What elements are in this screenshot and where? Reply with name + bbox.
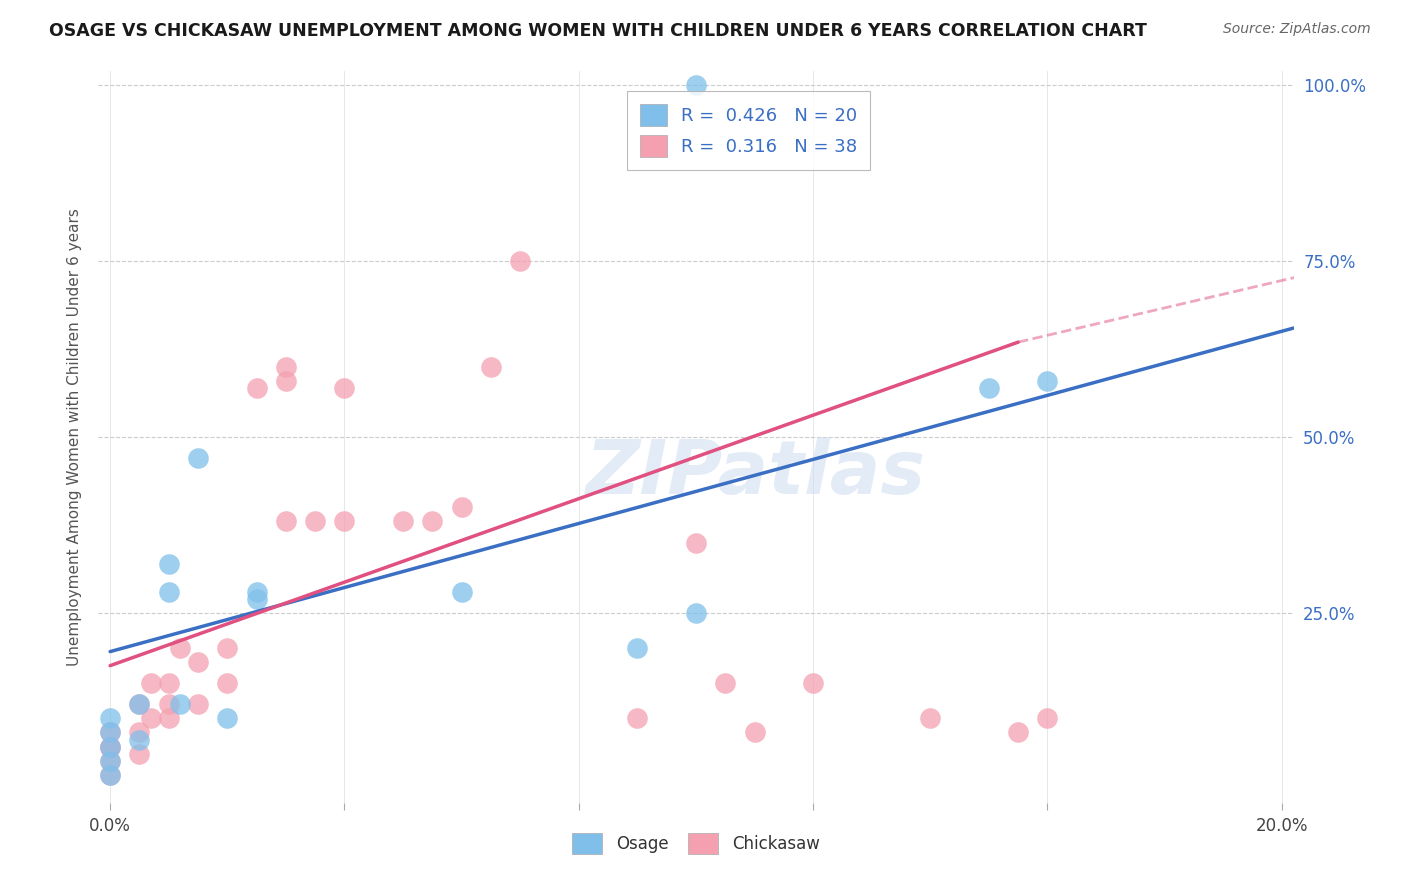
Point	[169, 641, 191, 656]
Point	[479, 359, 502, 374]
Point	[217, 676, 239, 690]
Point	[1007, 725, 1029, 739]
Point	[422, 515, 444, 529]
Point	[920, 711, 942, 725]
Point	[169, 698, 191, 712]
Point	[274, 359, 297, 374]
Point	[509, 254, 531, 268]
Point	[98, 739, 121, 754]
Point	[98, 739, 121, 754]
Point	[187, 655, 209, 669]
Point	[685, 606, 707, 620]
Point	[157, 711, 180, 725]
Point	[98, 725, 121, 739]
Point	[450, 500, 472, 515]
Point	[157, 698, 180, 712]
Legend: Osage, Chickasaw: Osage, Chickasaw	[565, 827, 827, 860]
Point	[128, 698, 150, 712]
Point	[98, 754, 121, 768]
Point	[187, 698, 209, 712]
Point	[98, 754, 121, 768]
Point	[1036, 374, 1059, 388]
Point	[98, 739, 121, 754]
Text: ZIPatlas: ZIPatlas	[586, 437, 925, 510]
Point	[685, 535, 707, 549]
Y-axis label: Unemployment Among Women with Children Under 6 years: Unemployment Among Women with Children U…	[66, 208, 82, 666]
Point	[274, 374, 297, 388]
Point	[98, 711, 121, 725]
Point	[157, 676, 180, 690]
Text: OSAGE VS CHICKASAW UNEMPLOYMENT AMONG WOMEN WITH CHILDREN UNDER 6 YEARS CORRELAT: OSAGE VS CHICKASAW UNEMPLOYMENT AMONG WO…	[49, 22, 1147, 40]
Point	[217, 711, 239, 725]
Point	[685, 78, 707, 93]
Point	[333, 515, 356, 529]
Point	[246, 381, 269, 395]
Point	[128, 732, 150, 747]
Point	[98, 767, 121, 781]
Point	[274, 515, 297, 529]
Point	[714, 676, 737, 690]
Point	[128, 747, 150, 761]
Point	[246, 584, 269, 599]
Point	[141, 711, 163, 725]
Text: Source: ZipAtlas.com: Source: ZipAtlas.com	[1223, 22, 1371, 37]
Point	[187, 451, 209, 466]
Point	[98, 767, 121, 781]
Point	[626, 641, 648, 656]
Point	[626, 711, 648, 725]
Point	[141, 676, 163, 690]
Point	[157, 584, 180, 599]
Point	[304, 515, 326, 529]
Point	[217, 641, 239, 656]
Point	[977, 381, 1000, 395]
Point	[392, 515, 415, 529]
Point	[1036, 711, 1059, 725]
Point	[450, 584, 472, 599]
Point	[801, 676, 824, 690]
Point	[128, 698, 150, 712]
Point	[246, 591, 269, 606]
Point	[128, 725, 150, 739]
Point	[333, 381, 356, 395]
Point	[157, 557, 180, 571]
Point	[744, 725, 766, 739]
Point	[98, 725, 121, 739]
